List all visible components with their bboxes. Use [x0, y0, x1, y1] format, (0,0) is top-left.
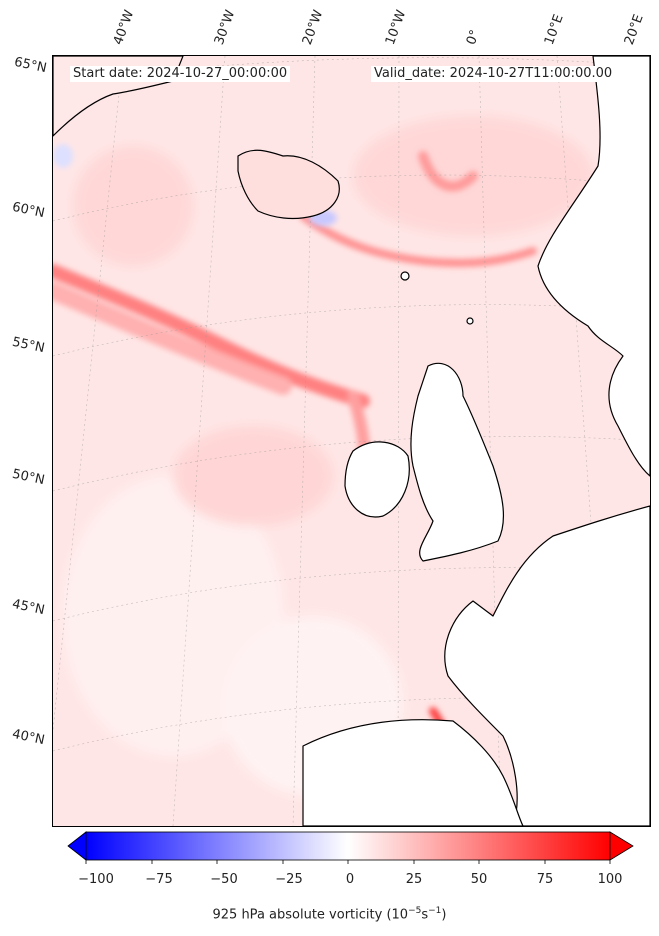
colorbar-label: 925 hPa absolute vorticity (10−5s−1) — [212, 906, 447, 923]
lat-label-60n: 60°N — [10, 199, 46, 222]
colorbar-tick: −50 — [210, 872, 238, 887]
lon-label-40w: 40°W — [110, 8, 138, 47]
colorbar-tick: 100 — [597, 872, 623, 887]
lat-label-45n: 45°N — [10, 596, 46, 619]
lon-label-10e: 10°E — [541, 12, 567, 48]
colorbar-extend-high — [609, 831, 634, 861]
scandinavia — [537, 56, 650, 477]
iceland — [237, 149, 340, 220]
colorbar-tick: 50 — [470, 872, 488, 887]
lon-label-30w: 30°W — [211, 8, 239, 47]
lon-label-0: 0° — [463, 27, 484, 47]
lat-label-40n: 40°N — [10, 726, 46, 749]
lat-label-65n: 65°N — [12, 54, 48, 77]
graticule — [53, 56, 650, 826]
colorbar-tick: −100 — [78, 872, 114, 887]
lon-label-20w: 20°W — [299, 8, 327, 47]
colorbar-tick: 0 — [345, 872, 355, 887]
valid-date-label: Valid_date: 2024-10-27T11:00:00.00 — [371, 66, 616, 82]
colorbar-tick: −75 — [145, 872, 173, 887]
colorbar — [67, 831, 634, 864]
iberia — [302, 719, 524, 826]
ireland — [344, 441, 410, 518]
map-panel — [52, 55, 651, 827]
colorbar-extend-low — [67, 831, 87, 861]
vorticity-field — [53, 56, 650, 826]
colorbar-tick: 25 — [405, 872, 423, 887]
great-britain — [410, 362, 504, 562]
start-date-label: Start date: 2024-10-27_00:00:00 — [70, 66, 291, 82]
lon-label-10w: 10°W — [382, 8, 410, 47]
colorbar-tick: −25 — [275, 872, 303, 887]
lat-label-50n: 50°N — [10, 466, 46, 489]
colorbar-gradient — [85, 831, 611, 861]
lon-label-20e: 20°E — [621, 12, 647, 48]
colorbar-tick: 75 — [536, 872, 554, 887]
continent — [444, 505, 650, 826]
lat-label-55n: 55°N — [10, 334, 46, 357]
